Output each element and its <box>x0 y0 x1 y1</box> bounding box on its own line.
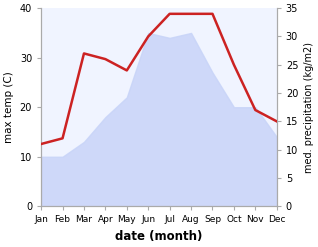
Y-axis label: max temp (C): max temp (C) <box>4 71 14 143</box>
X-axis label: date (month): date (month) <box>115 230 203 243</box>
Y-axis label: med. precipitation (kg/m2): med. precipitation (kg/m2) <box>304 42 314 173</box>
